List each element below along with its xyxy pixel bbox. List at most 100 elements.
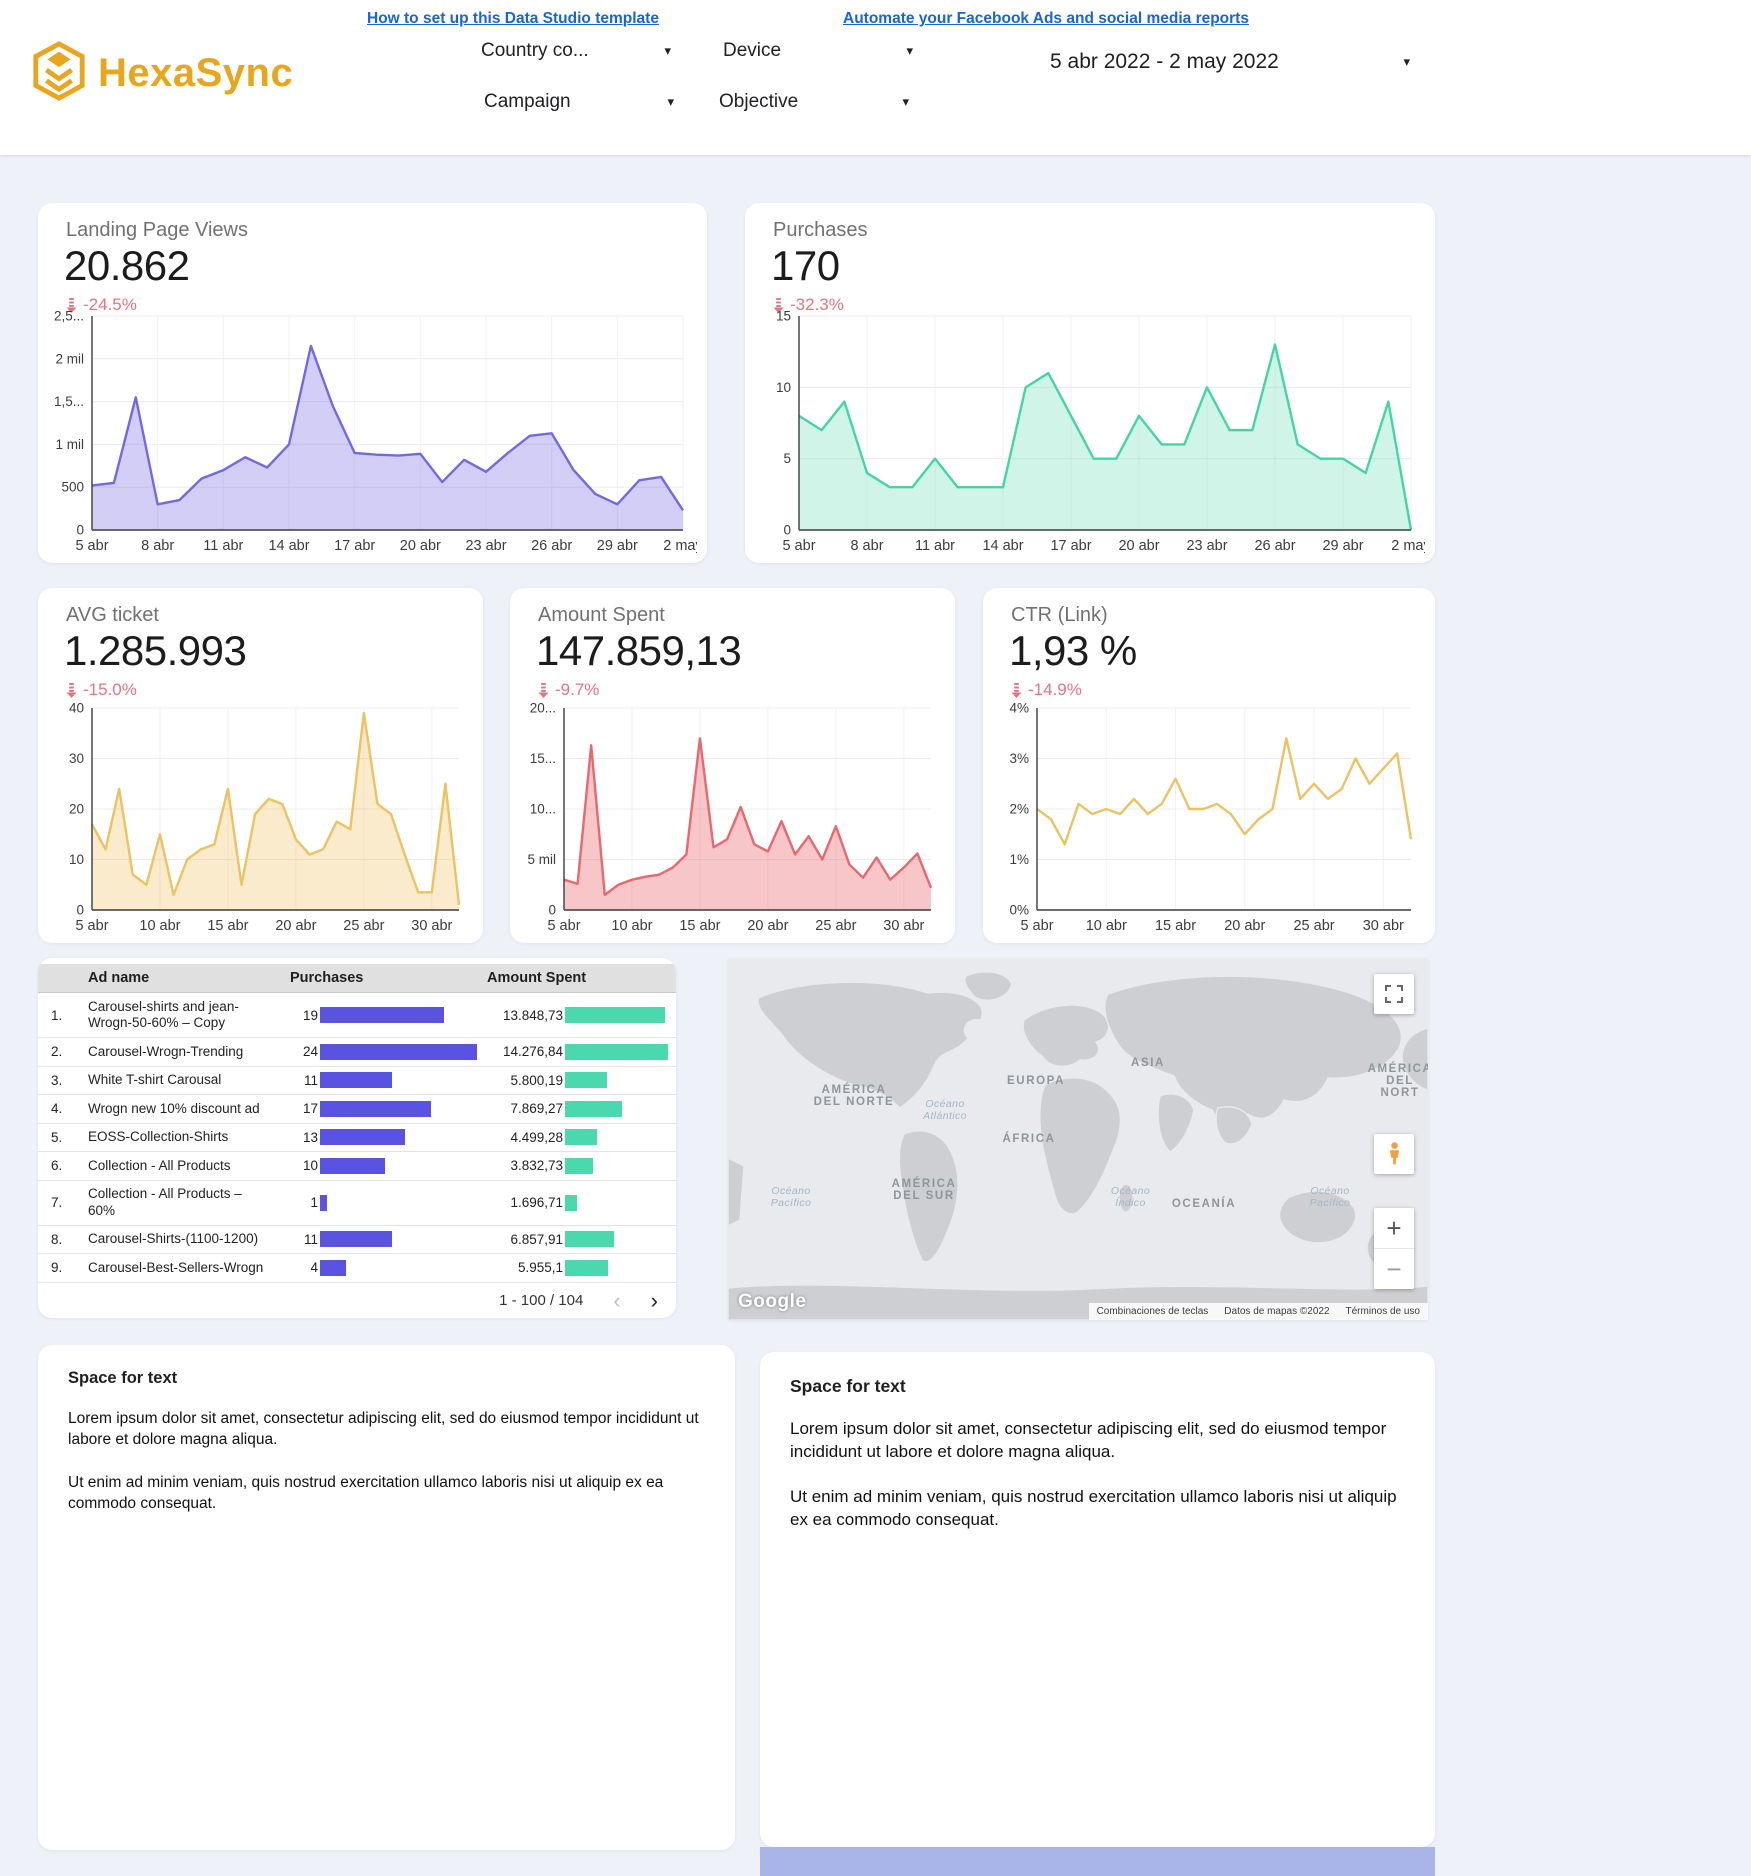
svg-text:2%: 2% [1009, 802, 1029, 817]
ctr-link-chart[interactable]: 0% 1% 2% 3% 4% 5 abr 10 abr 15 abr 20 abr 25 abr 3… [991, 700, 1425, 938]
svg-text:20 abr: 20 abr [1224, 918, 1265, 934]
filter-country-label: Country co... [481, 40, 589, 61]
purchases-cell: 11 [278, 1072, 483, 1089]
svg-text:17 abr: 17 abr [334, 538, 375, 554]
filter-campaign[interactable]: Campaign ▾ [484, 91, 674, 113]
amount-spent-bar [565, 1231, 615, 1248]
metric-title: Amount Spent [538, 604, 665, 626]
down-arrow-icon [66, 682, 77, 698]
svg-text:500: 500 [61, 480, 84, 495]
ad-name: Wrogn new 10% discount ad [88, 1100, 260, 1116]
metric-delta-value: -15.0% [83, 680, 137, 699]
svg-text:30 abr: 30 abr [883, 918, 924, 934]
amount-spent-bar [565, 1259, 608, 1276]
next-page-button[interactable]: › [650, 1287, 658, 1313]
geo-map[interactable]: AMÉRICA DEL NORTE AMÉRICA DEL SUR EUROPA ÁF… [728, 958, 1428, 1320]
svg-text:29 abr: 29 abr [597, 538, 638, 554]
amount-spent-cell: 5.955,1 [483, 1259, 676, 1276]
ad-name: Carousel-shirts and jean-Wrogn-50-60% – … [88, 998, 239, 1031]
keyboard-shortcuts-link[interactable]: Combinaciones de teclas [1096, 1306, 1209, 1317]
amount-spent-cell: 7.869,27 [483, 1100, 676, 1117]
table-row: 9. Carousel-Best-Sellers-Wrogn 4 5.955,1 [38, 1254, 676, 1283]
filter-objective-label: Objective [719, 91, 799, 112]
svg-text:14 abr: 14 abr [982, 538, 1023, 554]
filter-device-label: Device [723, 40, 782, 61]
svg-text:15...: 15... [530, 751, 556, 766]
metric-value: 1,93 % [1009, 627, 1137, 674]
svg-text:25 abr: 25 abr [815, 918, 856, 934]
logo-text: HexaSync [98, 51, 294, 95]
svg-text:8 abr: 8 abr [141, 538, 174, 554]
hexasync-logo-icon [30, 40, 88, 107]
chevron-down-icon: ▾ [906, 43, 913, 58]
svg-text:26 abr: 26 abr [531, 538, 572, 554]
purchases-cell: 4 [278, 1259, 483, 1276]
automate-reports-link[interactable]: Automate your Facebook Ads and social me… [843, 10, 1249, 27]
metric-delta: -32.3% [773, 295, 1435, 315]
chevron-down-icon: ▾ [667, 94, 674, 109]
purchases-cell: 19 [278, 1007, 483, 1023]
ads-table-body: 1. Carousel-shirts and jean-Wrogn-50-60% … [38, 993, 676, 1283]
terms-of-use-link[interactable]: Términos de uso [1345, 1306, 1420, 1317]
svg-text:1%: 1% [1009, 852, 1029, 867]
svg-text:2,5...: 2,5... [54, 309, 84, 324]
svg-text:5 abr: 5 abr [547, 918, 580, 934]
previous-page-button[interactable]: ‹ [613, 1287, 621, 1313]
table-row: 4. Wrogn new 10% discount ad 17 7.869,27 [38, 1095, 676, 1124]
street-view-pegman-button[interactable] [1374, 1134, 1414, 1174]
metric-value: 20.862 [64, 242, 190, 289]
filter-device[interactable]: Device ▾ [723, 40, 913, 62]
metric-title: Landing Page Views [66, 219, 248, 241]
text-card-right: Space for text Lorem ipsum dolor sit ame… [760, 1352, 1435, 1847]
svg-text:40: 40 [69, 701, 84, 716]
svg-text:30 abr: 30 abr [411, 918, 452, 934]
svg-text:2 may: 2 may [1391, 538, 1425, 554]
metric-value: 1.285.993 [64, 627, 247, 674]
filter-objective[interactable]: Objective ▾ [719, 91, 909, 113]
table-header-row: Ad name Purchases Amount Spent [38, 964, 676, 993]
svg-text:5 mil: 5 mil [527, 852, 556, 867]
table-row: 7. Collection - All Products – 60% 1 1.696,… [38, 1181, 676, 1226]
purchases-chart[interactable]: 0 5 10 15 5 abr 8 abr 11 abr 14 abr 17 abr 20 abr… [753, 308, 1432, 558]
amount-spent-column-header[interactable]: Amount Spent [487, 970, 587, 986]
svg-text:10 abr: 10 abr [139, 918, 180, 934]
purchases-bar [320, 1194, 327, 1211]
google-logo[interactable]: Google [738, 1291, 807, 1312]
pegman-icon [1389, 1142, 1399, 1165]
zoom-out-button[interactable]: − [1374, 1248, 1414, 1289]
text-card-left: Space for text Lorem ipsum dolor sit ame… [38, 1345, 735, 1850]
filter-country-code[interactable]: Country co... ▾ [481, 40, 671, 62]
landing-page-views-chart[interactable]: 0 500 1 mil 1,5... 2 mil 2,5... 5 abr 8 abr 11 a… [46, 308, 704, 558]
avg-ticket-chart[interactable]: 0 10 20 30 40 5 abr 10 abr 15 abr 20 abr 25 abr 30… [46, 700, 473, 938]
svg-text:15 abr: 15 abr [207, 918, 248, 934]
svg-text:15 abr: 15 abr [679, 918, 720, 934]
amount-spent-cell: 5.800,19 [483, 1072, 676, 1089]
svg-text:0: 0 [783, 523, 791, 538]
svg-text:2 may: 2 may [663, 538, 697, 554]
pagination-range: 1 - 100 / 104 [499, 1292, 584, 1309]
map-fullscreen-button[interactable] [1374, 974, 1414, 1014]
row-index: 1. [51, 1007, 63, 1023]
svg-text:0: 0 [76, 523, 84, 538]
metric-delta-value: -9.7% [555, 680, 600, 699]
date-range-picker[interactable]: 5 abr 2022 - 2 may 2022 ▾ [1050, 50, 1410, 74]
amount-spent-cell: 6.857,91 [483, 1231, 676, 1248]
zoom-in-button[interactable]: + [1386, 1212, 1402, 1243]
table-row: 1. Carousel-shirts and jean-Wrogn-50-60% … [38, 993, 676, 1038]
svg-text:10 abr: 10 abr [611, 918, 652, 934]
purchases-column-header[interactable]: Purchases [290, 970, 364, 986]
avg-ticket-card: AVG ticket 1.285.993 -15.0% 0 10 20 30 40 5 a… [38, 588, 483, 943]
ad-name: Collection - All Products – 60% [88, 1186, 242, 1218]
amount-spent-chart[interactable]: 0 5 mil 10... 15... 20... 5 abr 10 abr 15 abr 20… [518, 700, 945, 938]
date-range-value: 5 abr 2022 - 2 may 2022 [1050, 50, 1279, 73]
svg-text:4%: 4% [1009, 701, 1029, 716]
setup-template-link[interactable]: How to set up this Data Studio template [367, 10, 659, 27]
svg-text:5 abr: 5 abr [782, 538, 815, 554]
metric-delta: -9.7% [538, 680, 955, 700]
svg-text:0%: 0% [1009, 903, 1029, 918]
table-row: 8. Carousel-Shirts-(1100-1200) 11 6.857,91 [38, 1226, 676, 1254]
table-row: 6. Collection - All Products 10 3.832,73 [38, 1152, 676, 1181]
metric-value: 147.859,13 [536, 627, 742, 674]
text-paragraph: Lorem ipsum dolor sit amet, consectetur … [68, 1410, 699, 1448]
svg-text:20 abr: 20 abr [275, 918, 316, 934]
